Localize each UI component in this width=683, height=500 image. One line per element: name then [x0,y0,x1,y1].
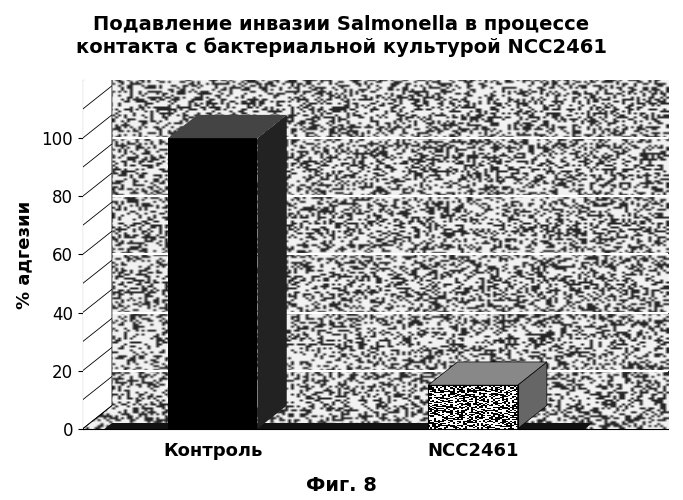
Polygon shape [428,362,547,385]
Polygon shape [83,423,592,446]
Text: Фиг. 8: Фиг. 8 [306,476,377,495]
Bar [83,429,563,446]
Polygon shape [83,56,112,429]
Bar [428,385,518,429]
Polygon shape [518,362,547,429]
Polygon shape [257,115,287,429]
Y-axis label: % адгезии: % адгезии [15,200,33,308]
Polygon shape [168,115,287,138]
Bar [168,138,257,429]
Text: Подавление инвазии Salmonella в процессе
контакта с бактериальной культурой NCC2: Подавление инвазии Salmonella в процессе… [76,15,607,56]
